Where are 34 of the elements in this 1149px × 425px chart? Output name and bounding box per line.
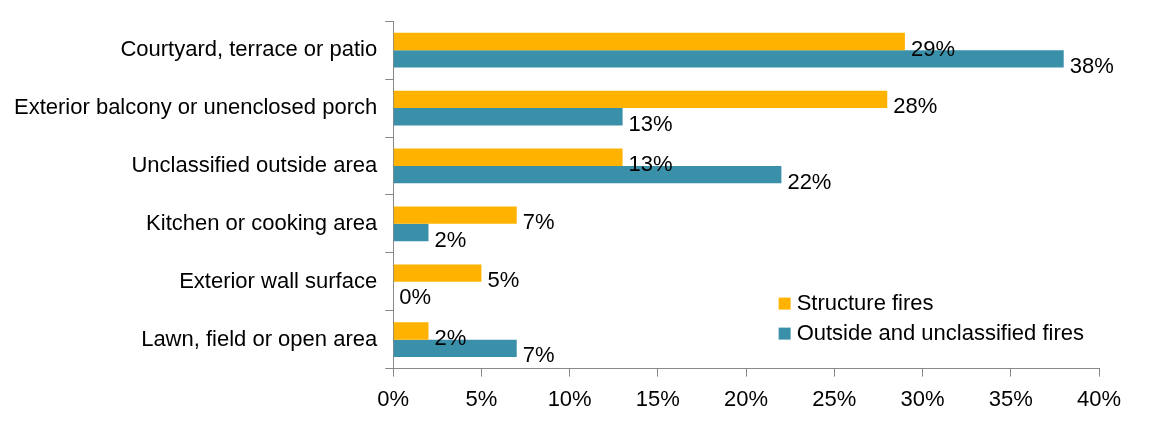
data-label: 7% <box>522 209 555 235</box>
x-tick-label: 0% <box>377 385 410 411</box>
legend-label: Structure fires <box>796 289 934 315</box>
data-label: 7% <box>522 342 555 368</box>
data-label: 5% <box>487 267 520 293</box>
x-tick-label: 15% <box>635 385 680 411</box>
data-label: 2% <box>434 226 467 252</box>
y-tick-label: Exterior balcony or unenclosed porch <box>13 94 378 120</box>
y-tick-label: Unclassified outside area <box>131 152 378 178</box>
bar <box>393 148 623 166</box>
data-label: 13% <box>628 110 673 136</box>
data-label: 22% <box>787 168 832 194</box>
x-tick-label: 30% <box>900 385 945 411</box>
y-tick-label: Exterior wall surface <box>179 267 378 293</box>
bar <box>393 32 905 51</box>
bar <box>393 264 482 282</box>
bar <box>393 108 623 126</box>
y-tick-label: Courtyard, terrace or patio <box>120 36 378 62</box>
x-tick-label: 25% <box>812 385 857 411</box>
y-tick-label: Kitchen or cooking area <box>146 209 378 235</box>
x-tick-label: 35% <box>988 385 1033 411</box>
y-tick-label: Lawn, field or open area <box>141 325 378 351</box>
bar <box>393 223 429 242</box>
data-label: 28% <box>893 93 938 119</box>
legend-label: Outside and unclassified fires <box>796 319 1084 345</box>
data-label: 0% <box>399 284 431 310</box>
bar <box>393 206 517 224</box>
x-tick-label: 5% <box>465 385 498 411</box>
bar <box>393 322 429 340</box>
x-tick-label: 40% <box>1076 385 1122 411</box>
x-tick-label: 10% <box>547 385 592 411</box>
x-tick-label: 20% <box>724 385 769 411</box>
bar <box>393 90 888 109</box>
data-label: 38% <box>1069 52 1114 78</box>
